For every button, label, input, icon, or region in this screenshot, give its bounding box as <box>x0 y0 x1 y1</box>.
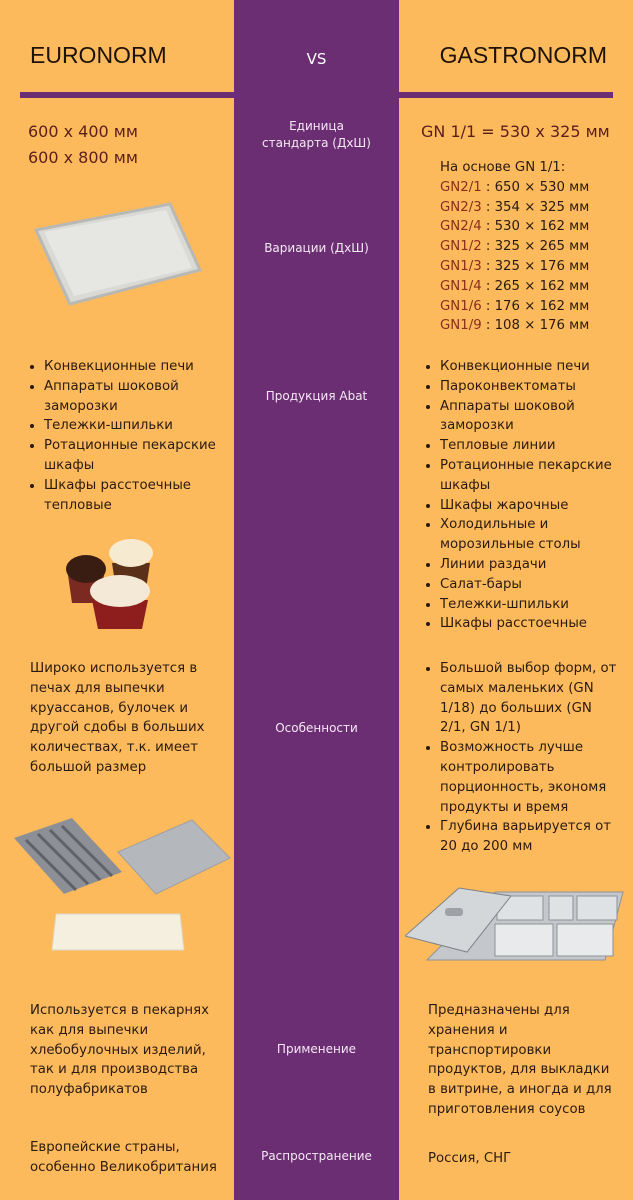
variation-size: : 176 × 162 мм <box>481 298 590 314</box>
list-item: Пароконвектоматы <box>440 377 621 397</box>
divider-left <box>20 92 234 98</box>
list-item: Большой выбор форм, от самых маленьких (… <box>440 659 621 738</box>
variation-row: GN1/9 : 108 × 176 мм <box>440 316 620 336</box>
gastro-features: Большой выбор форм, от самых маленьких (… <box>426 659 621 857</box>
list-item: Конвекционные печи <box>440 357 621 377</box>
variation-row: GN2/1 : 650 × 530 мм <box>440 178 620 198</box>
gastro-unit: GN 1/1 = 530 х 325 мм <box>421 122 610 141</box>
list-item: Салат-бары <box>440 575 621 595</box>
variation-size: : 530 × 162 мм <box>481 219 590 235</box>
gastro-variations: На основе GN 1/1: GN2/1 : 650 × 530 мм G… <box>440 158 620 336</box>
variation-size: : 325 × 176 мм <box>481 258 590 274</box>
title-euronorm: EURONORM <box>30 42 167 68</box>
list-item: Шкафы жарочные <box>440 496 621 516</box>
variation-code: GN1/3 <box>440 258 482 274</box>
euro-dim: 600 х 800 мм <box>28 148 138 167</box>
list-item: Ротационные пекарские шкафы <box>44 436 230 476</box>
divider-right <box>399 92 613 98</box>
variation-code: GN1/4 <box>440 278 482 294</box>
variation-row: GN1/2 : 325 × 265 мм <box>440 237 620 257</box>
variation-size: : 265 × 162 мм <box>481 278 590 294</box>
baking-pans-image <box>14 818 231 951</box>
cupcakes-image <box>66 539 153 629</box>
variation-code: GN1/6 <box>440 298 482 314</box>
list-item: Шкафы расстоечные <box>440 614 621 634</box>
variation-size: : 108 × 176 мм <box>481 318 590 334</box>
variation-size: : 325 × 265 мм <box>481 239 590 255</box>
baking-tray-image <box>33 202 203 306</box>
gastronorm-containers-image <box>405 887 624 961</box>
list-item: Возможность лучше контролировать порцион… <box>440 738 621 817</box>
list-item: Тележки-шпильки <box>44 416 230 436</box>
list-item: Линии раздачи <box>440 555 621 575</box>
label-products: Продукция Abat <box>265 389 368 403</box>
euro-spread: Европейские страны, особенно Великобрита… <box>30 1140 217 1175</box>
center-column <box>234 0 399 1200</box>
label-usage: Применение <box>276 1042 357 1056</box>
label-features: Особенности <box>275 721 358 735</box>
vs-label: VS <box>306 50 327 68</box>
label-variations: Вариации (ДхШ) <box>264 241 369 255</box>
list-item: Ротационные пекарские шкафы <box>440 456 621 496</box>
gastro-usage: Предназначены для хранения и транспортир… <box>428 1003 612 1117</box>
euro-features: Широко используется в печах для выпечки … <box>30 661 205 775</box>
euro-usage: Используется в пекарнях как для выпечки … <box>30 1003 209 1098</box>
variation-code: GN2/1 <box>440 179 482 195</box>
variation-row: GN1/3 : 325 × 176 мм <box>440 257 620 277</box>
list-item: Холодильные и морозильные столы <box>440 515 621 555</box>
euro-dim: 600 х 400 мм <box>28 122 138 141</box>
title-gastronorm: GASTRONORM <box>439 42 607 68</box>
variations-intro: На основе GN 1/1: <box>440 160 566 175</box>
variation-size: : 650 × 530 мм <box>481 179 590 195</box>
variation-row: GN2/3 : 354 × 325 мм <box>440 198 620 218</box>
list-item: Шкафы расстоечные тепловые <box>44 476 230 516</box>
list-item: Аппараты шоковой заморозки <box>44 377 230 417</box>
variation-size: : 354 × 325 мм <box>481 199 590 215</box>
list-item: Конвекционные печи <box>44 357 230 377</box>
gastro-products: Конвекционные печи Пароконвектоматы Аппа… <box>426 357 621 634</box>
gastro-spread: Россия, СНГ <box>428 1151 512 1166</box>
list-item: Глубина варьируется от 20 до 200 мм <box>440 817 621 857</box>
label-unit: Единица стандарта (ДхШ) <box>262 119 371 150</box>
euro-dims: 600 х 400 мм 600 х 800 мм <box>28 119 138 171</box>
variation-code: GN2/4 <box>440 219 482 235</box>
variation-code: GN2/3 <box>440 199 482 215</box>
list-item: Тепловые линии <box>440 436 621 456</box>
variation-code: GN1/2 <box>440 239 482 255</box>
variation-row: GN1/6 : 176 × 162 мм <box>440 297 620 317</box>
list-item: Тележки-шпильки <box>440 595 621 615</box>
variation-row: GN1/4 : 265 × 162 мм <box>440 277 620 297</box>
euro-products: Конвекционные печи Аппараты шоковой замо… <box>30 357 230 515</box>
label-spread: Распространение <box>261 1149 372 1163</box>
variation-row: GN2/4 : 530 × 162 мм <box>440 217 620 237</box>
variation-code: GN1/9 <box>440 318 482 334</box>
list-item: Аппараты шоковой заморозки <box>440 397 621 437</box>
